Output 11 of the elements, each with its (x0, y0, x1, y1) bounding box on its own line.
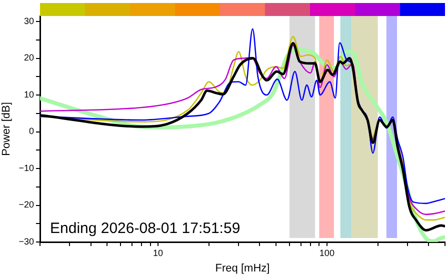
x-tick-label: 100 (319, 248, 334, 258)
x-axis-title: Freq [mHz] (215, 262, 270, 274)
y-tick-label: 0 (28, 126, 34, 136)
y-tick-label: −30 (18, 236, 34, 246)
y-tick-label: −20 (18, 200, 34, 210)
y-axis-title: Power [dB] (0, 102, 13, 156)
y-tick-label: 20 (24, 52, 34, 63)
y-tick-label: −10 (18, 162, 34, 173)
y-tick-label: 30 (24, 16, 34, 26)
annotation: Ending 2026-08-01 17:51:59 (50, 220, 240, 237)
y-tick-label: 10 (24, 89, 34, 100)
